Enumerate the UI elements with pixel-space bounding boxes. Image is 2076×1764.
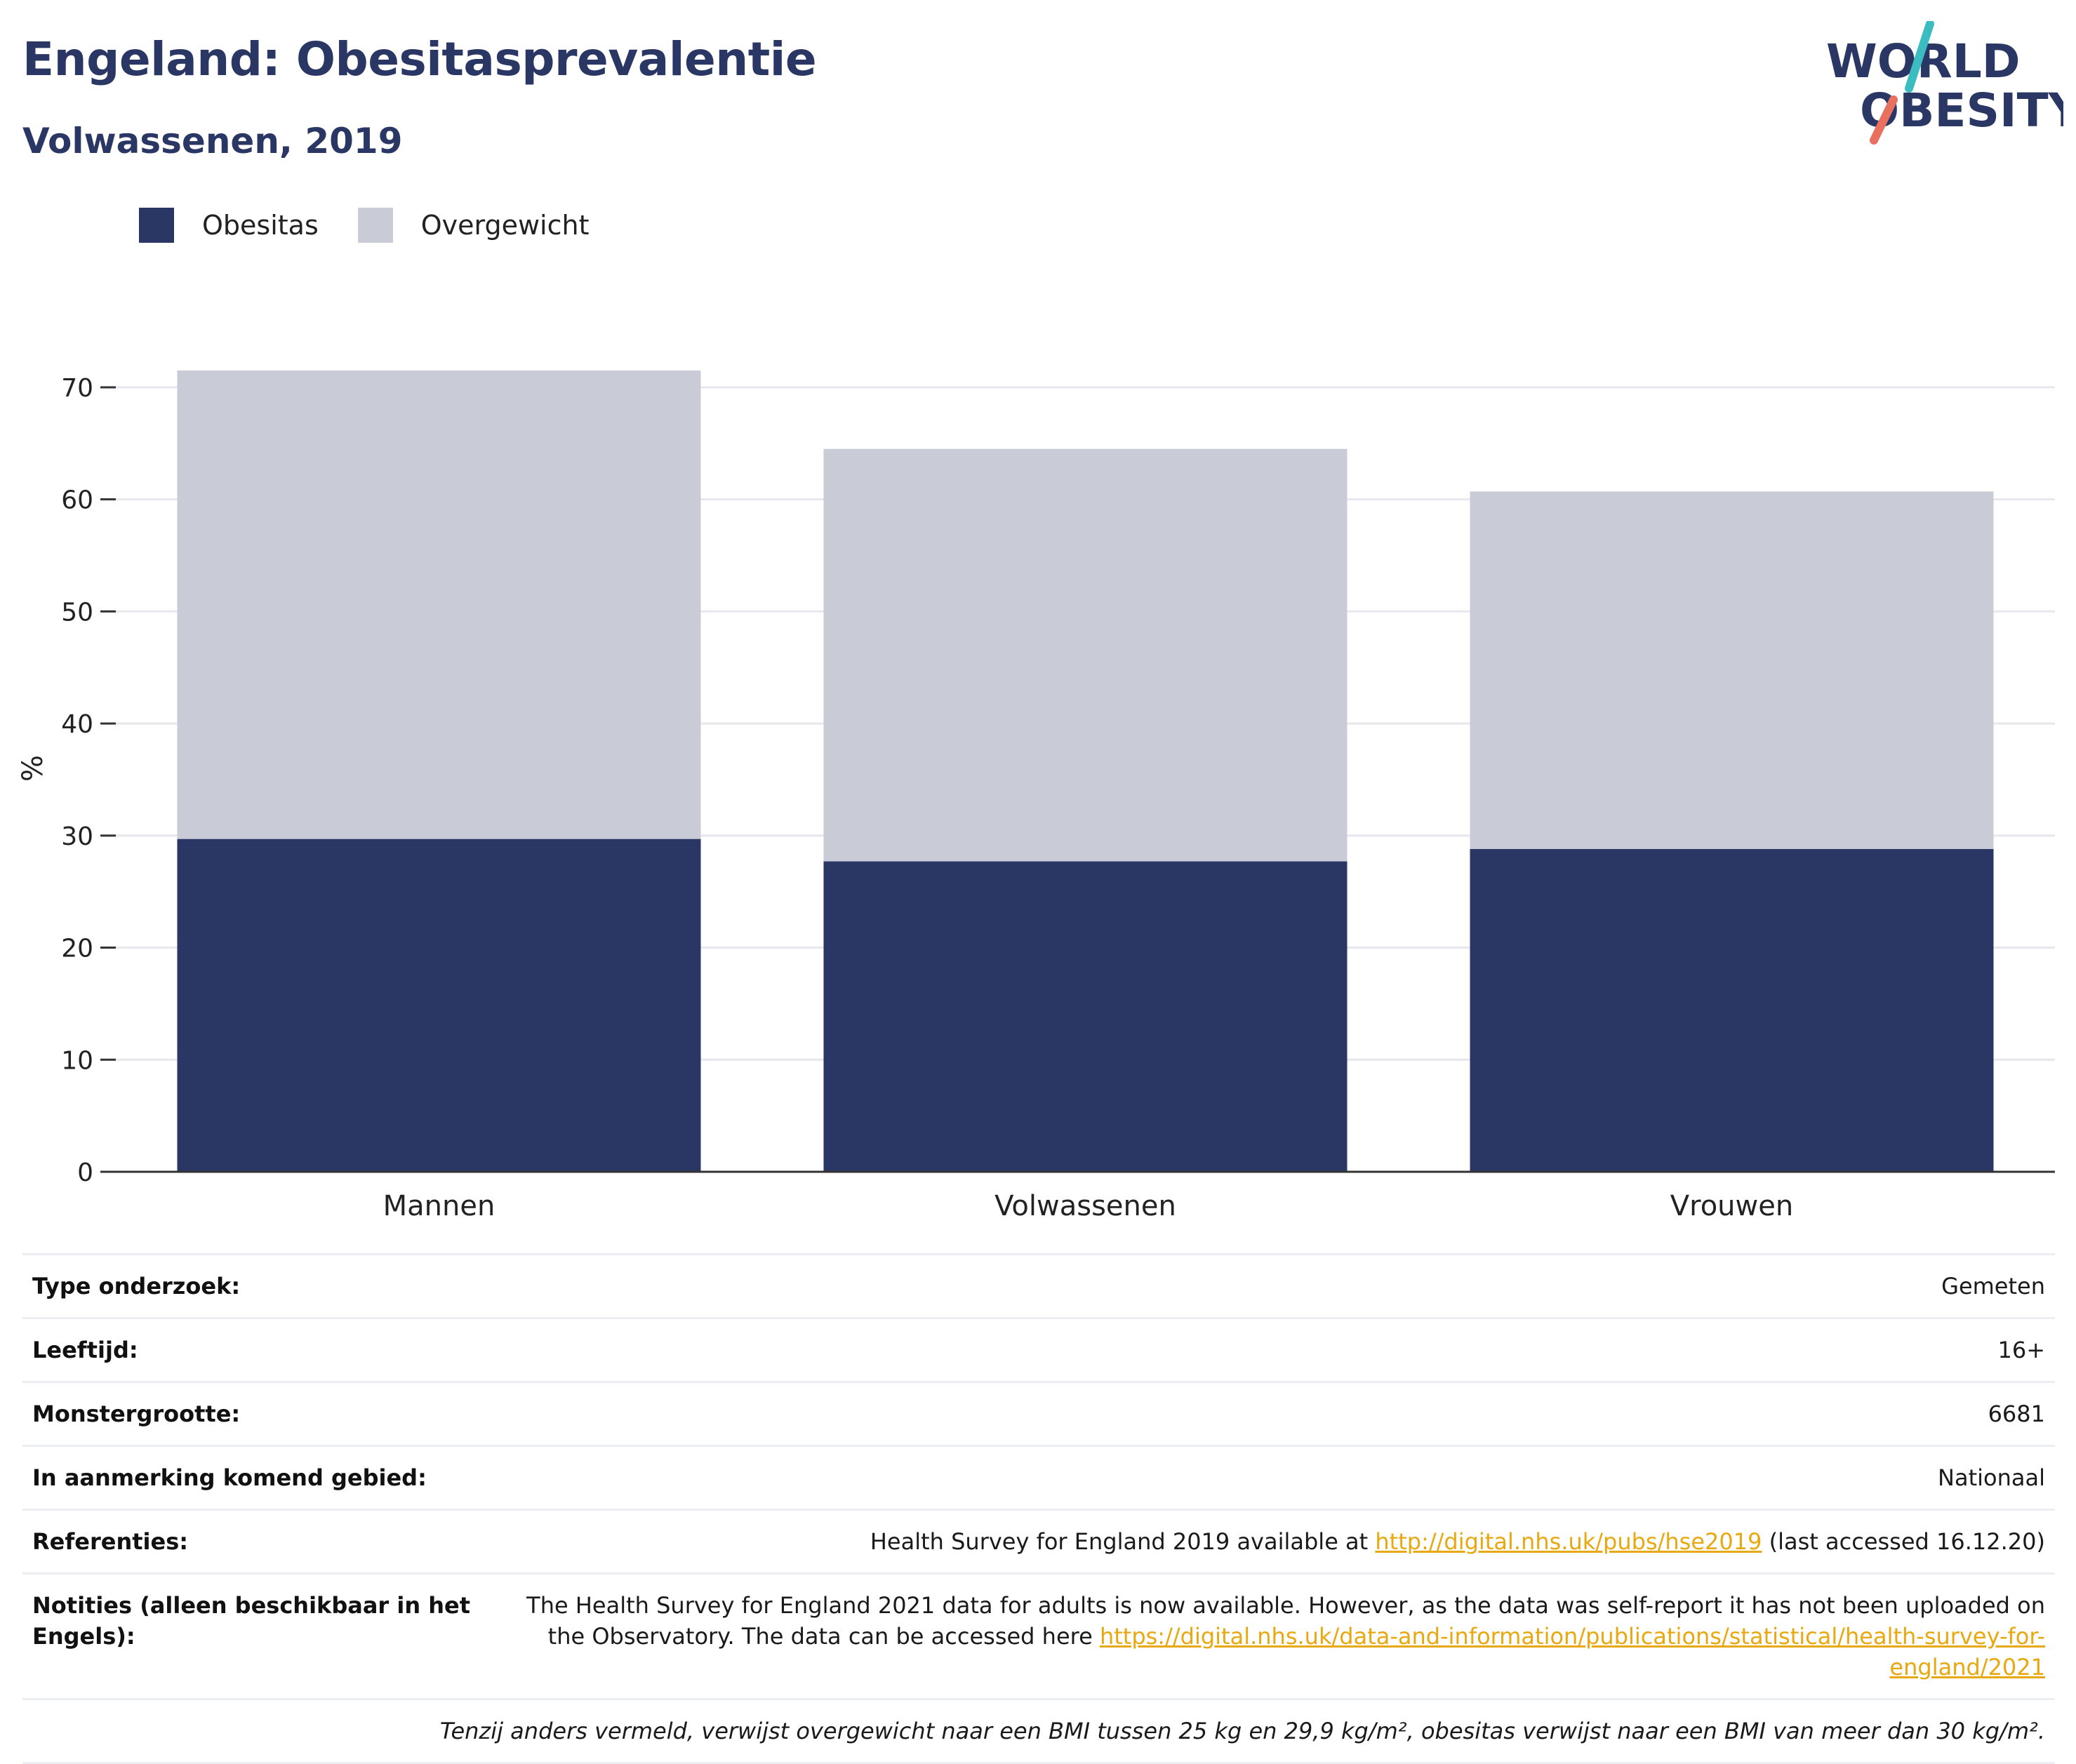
x-category-label: Vrouwen <box>1670 1190 1793 1222</box>
bar-obesitas-mannen <box>177 838 701 1172</box>
legend-label-overgewicht: Overgewicht <box>420 210 590 241</box>
legend-swatch-overgewicht <box>357 208 393 243</box>
bar-overgewicht-mannen <box>177 370 701 839</box>
info-row: In aanmerking komend gebied: Nationaal <box>22 1445 2055 1510</box>
bar-chart: 0 10 20 30 40 50 60 70 Mannen Volwassenen Vrouwen% <box>17 370 2055 1222</box>
y-tick-label: 40 <box>61 710 93 739</box>
info-value: Gemeten <box>491 1253 2055 1318</box>
legend-swatch-obesitas <box>139 208 174 243</box>
info-row: Type onderzoek: Gemeten <box>22 1253 2055 1318</box>
y-tick-label: 50 <box>61 598 93 627</box>
x-category-label: Mannen <box>383 1190 495 1222</box>
logo-stroke-top <box>1905 21 1934 93</box>
logo-line2: OBESITY <box>1860 83 2063 138</box>
page-subtitle: Volwassenen, 2019 <box>22 121 403 161</box>
info-row-notes: Notities (alleen beschikbaar in het Enge… <box>22 1572 2055 1699</box>
bar-overgewicht-volwassenen <box>823 448 1348 862</box>
info-row-footnote: Tenzij anders vermeld, verwijst overgewi… <box>22 1698 2055 1764</box>
y-tick-label: 70 <box>61 374 93 403</box>
notes-text: The Health Survey for England 2021 data … <box>526 1592 2045 1650</box>
notes-key: Notities (alleen beschikbaar in het Enge… <box>22 1572 491 1699</box>
notes-link[interactable]: https://digital.nhs.uk/data-and-informat… <box>1099 1623 2045 1681</box>
info-row-references: Referenties: Health Survey for England 2… <box>22 1509 2055 1574</box>
info-key: Leeftijd: <box>22 1317 491 1382</box>
info-row: Monstergrootte: 6681 <box>22 1381 2055 1446</box>
info-value: 16+ <box>491 1317 2055 1382</box>
references-suffix: (last accessed 16.12.20) <box>1762 1528 2045 1555</box>
info-key: In aanmerking komend gebied: <box>22 1445 491 1510</box>
info-value: Nationaal <box>491 1445 2055 1510</box>
info-key: Monstergrootte: <box>22 1381 491 1446</box>
bar-overgewicht-vrouwen <box>1470 491 1994 849</box>
legend-label-obesitas: Obesitas <box>202 210 319 241</box>
legend: Obesitas Overgewicht <box>139 208 629 243</box>
page-title: Engeland: Obesitasprevalentie <box>22 32 817 86</box>
notes-value: The Health Survey for England 2021 data … <box>491 1572 2055 1699</box>
y-axis-title: % <box>17 755 49 782</box>
y-tick-label: 20 <box>61 935 93 963</box>
legend-item-overgewicht[interactable]: Overgewicht <box>357 208 590 243</box>
references-link[interactable]: http://digital.nhs.uk/pubs/hse2019 <box>1375 1528 1762 1555</box>
info-key: Type onderzoek: <box>22 1253 491 1318</box>
y-tick-label: 30 <box>61 822 93 851</box>
world-obesity-logo: WORLD OBESITY <box>1826 21 2063 145</box>
y-tick-label: 10 <box>61 1046 93 1075</box>
info-value: 6681 <box>491 1381 2055 1446</box>
footnote: Tenzij anders vermeld, verwijst overgewi… <box>22 1698 2055 1764</box>
y-tick-label: 60 <box>61 486 93 515</box>
y-tick-label: 0 <box>77 1158 93 1187</box>
info-row: Leeftijd: 16+ <box>22 1317 2055 1382</box>
info-table: Type onderzoek: Gemeten Leeftijd: 16+ Mo… <box>22 1253 2055 1764</box>
references-value: Health Survey for England 2019 available… <box>491 1509 2055 1574</box>
x-category-label: Volwassenen <box>994 1190 1176 1222</box>
references-prefix: Health Survey for England 2019 available… <box>870 1528 1376 1555</box>
bar-obesitas-volwassenen <box>823 861 1348 1172</box>
bar-obesitas-vrouwen <box>1470 849 1994 1172</box>
references-key: Referenties: <box>22 1509 491 1574</box>
logo-stroke-bottom <box>1870 95 1898 145</box>
legend-item-obesitas[interactable]: Obesitas <box>139 208 319 243</box>
